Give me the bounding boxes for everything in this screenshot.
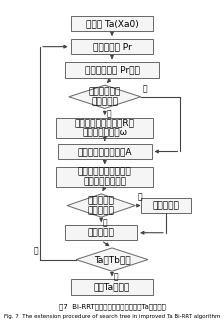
Text: 父节点延伸方向经调节
后分别得到新节点: 父节点延伸方向经调节 后分别得到新节点 bbox=[78, 167, 132, 187]
Text: 触发障碍物排斥向量R与
避碰危险度系数ω: 触发障碍物排斥向量R与 避碰危险度系数ω bbox=[75, 118, 135, 137]
Text: 初始化 Ta(Xa0): 初始化 Ta(Xa0) bbox=[86, 19, 138, 28]
FancyBboxPatch shape bbox=[56, 167, 153, 187]
FancyBboxPatch shape bbox=[141, 198, 191, 213]
Text: 延伸方向位于
障形碰撞区: 延伸方向位于 障形碰撞区 bbox=[89, 87, 121, 107]
FancyBboxPatch shape bbox=[71, 39, 153, 54]
FancyBboxPatch shape bbox=[71, 279, 153, 295]
Text: 图7  Bi-RRT改进自动避碰算法搜索树Ta扩展流程: 图7 Bi-RRT改进自动避碰算法搜索树Ta扩展流程 bbox=[58, 303, 166, 310]
Text: 舍弃新节点: 舍弃新节点 bbox=[153, 201, 179, 210]
Text: Fig. 7  The extension procedure of search tree in improved Ta Bi-RRT algorithm: Fig. 7 The extension procedure of search… bbox=[4, 314, 220, 319]
Text: 添加新节点: 添加新节点 bbox=[88, 228, 115, 237]
FancyBboxPatch shape bbox=[65, 62, 159, 78]
Text: Ta与Tb相遇: Ta与Tb相遇 bbox=[94, 255, 130, 264]
Text: 是: 是 bbox=[114, 272, 118, 281]
Polygon shape bbox=[67, 194, 135, 217]
Polygon shape bbox=[69, 85, 141, 109]
Text: 返回Ta路径点: 返回Ta路径点 bbox=[94, 283, 130, 292]
Text: 新节点位于
障碍物区域: 新节点位于 障碍物区域 bbox=[88, 196, 115, 215]
Text: 是: 是 bbox=[137, 193, 142, 202]
FancyBboxPatch shape bbox=[58, 144, 152, 159]
Text: 是: 是 bbox=[107, 110, 111, 119]
FancyBboxPatch shape bbox=[65, 225, 137, 240]
Text: 否: 否 bbox=[103, 218, 108, 227]
FancyBboxPatch shape bbox=[56, 118, 153, 137]
FancyBboxPatch shape bbox=[71, 16, 153, 31]
Polygon shape bbox=[76, 248, 148, 271]
Text: 否: 否 bbox=[142, 84, 147, 93]
Text: 触发目标点吸引向量A: 触发目标点吸引向量A bbox=[78, 147, 132, 156]
Text: 否: 否 bbox=[34, 247, 38, 256]
Text: 选择父节点向 Pr延伸: 选择父节点向 Pr延伸 bbox=[85, 65, 139, 74]
Text: 生成随机点 Pr: 生成随机点 Pr bbox=[93, 42, 131, 51]
